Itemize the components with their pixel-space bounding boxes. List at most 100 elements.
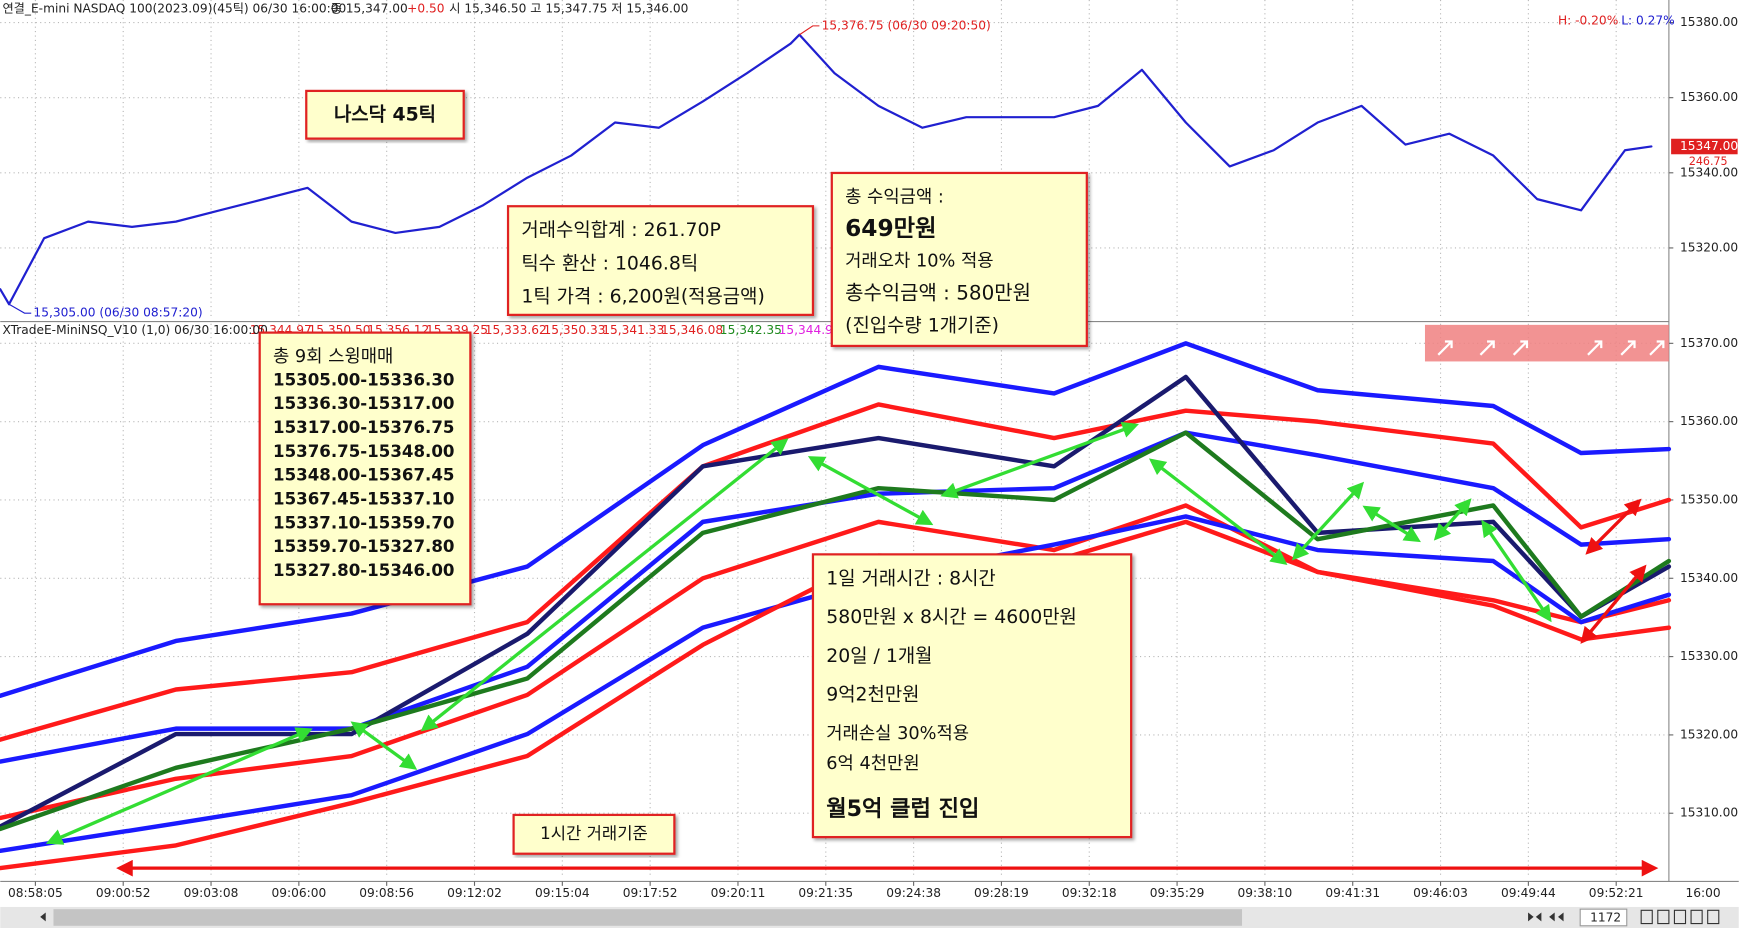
green-arrow bbox=[1291, 481, 1365, 561]
annotation-line: 1일 거래시간 : 8시간 bbox=[826, 567, 996, 589]
scroll-thumb[interactable] bbox=[53, 909, 1243, 926]
bar-count-box[interactable] bbox=[1579, 908, 1628, 927]
annotation-line: 15367.45-15337.10 bbox=[273, 490, 454, 509]
y-tick-label: 15320.00 bbox=[1680, 727, 1738, 741]
x-tick-label: 09:41:31 bbox=[1325, 886, 1380, 900]
x-tick-label: 09:32:18 bbox=[1062, 886, 1117, 900]
annotation-line: 거래손실 30%적용 bbox=[826, 723, 969, 744]
x-tick-label: 09:52:21 bbox=[1589, 886, 1644, 900]
green-arrow bbox=[1481, 519, 1552, 623]
x-tick-label: 09:28:19 bbox=[974, 886, 1029, 900]
green-arrow bbox=[1433, 498, 1472, 541]
x-tick-label: 09:03:08 bbox=[184, 886, 239, 900]
annotation-line: 거래오차 10% 적용 bbox=[845, 251, 993, 272]
y-tick-label: 15350.00 bbox=[1680, 492, 1738, 506]
y-tick-label: 15320.00 bbox=[1680, 240, 1738, 254]
annotation-line: 1시간 거래기준 bbox=[540, 824, 648, 843]
y-tick-label: 15340.00 bbox=[1680, 165, 1738, 179]
annotation-line: 15305.00-15336.30 bbox=[273, 370, 454, 389]
annotation-line: 1틱 가격 : 6,200원(적용금액) bbox=[521, 286, 764, 308]
scroll-buttons[interactable] bbox=[1528, 912, 1564, 922]
x-tick-label: 09:49:44 bbox=[1501, 886, 1556, 900]
instrument-header: 연결_E-mini NASDAQ 100(2023.09)(45틱) 06/30… bbox=[2, 1, 346, 15]
arrows bbox=[45, 421, 1659, 877]
signal-strip bbox=[1398, 324, 1669, 362]
x-tick-label: 09:20:11 bbox=[711, 886, 766, 900]
scrollbar[interactable]: 1172 bbox=[0, 906, 1739, 928]
annotation-box: 나스닥 45틱 bbox=[305, 89, 465, 140]
annotation-line: 580만원 x 8시간 = 4600만원 bbox=[826, 606, 1077, 628]
annotation-frame bbox=[811, 553, 1133, 839]
green-arrow bbox=[420, 438, 789, 732]
y-tick-label: 15360.00 bbox=[1680, 414, 1738, 428]
indicator-value: 15,350.33 bbox=[544, 323, 606, 337]
close-label: 종 15,347.00 bbox=[331, 1, 408, 15]
high-label: 15,376.75 (06/30 09:20:50) bbox=[822, 18, 991, 32]
green-arrow bbox=[350, 721, 418, 770]
annotation-box: 1일 거래시간 : 8시간 580만원 x 8시간 = 4600만원 20일 / 1… bbox=[811, 553, 1133, 839]
green-arrow bbox=[807, 456, 934, 526]
signal-arrows bbox=[1398, 340, 1665, 356]
y-tick-label: 15380.00 bbox=[1680, 15, 1738, 29]
annotation-line: (진입수량 1개기준) bbox=[845, 314, 999, 336]
annotation-line: 15359.70-15327.80 bbox=[273, 537, 454, 556]
x-tick-label: 09:21:35 bbox=[798, 886, 853, 900]
x-tick-label: 09:38:10 bbox=[1238, 886, 1293, 900]
annotation-line: 틱수 환산 : 1046.8틱 bbox=[521, 252, 698, 274]
bar-count[interactable]: 1172 bbox=[1590, 911, 1621, 925]
indicator-header: XTradeE-MiniNSQ_V10 (1,0) 06/30 16:00:00 bbox=[2, 323, 267, 337]
x-tick-label: 09:08:56 bbox=[359, 886, 414, 900]
ohl: 시 15,346.50 고 15,347.75 저 15,346.00 bbox=[449, 1, 688, 15]
green-arrow bbox=[940, 421, 1139, 499]
y-tick-label: 15340.00 bbox=[1680, 571, 1738, 585]
axis-corner-label: 16:00 bbox=[1686, 886, 1721, 900]
y-tick-label: 15330.00 bbox=[1680, 649, 1738, 663]
low-label: 15,305.00 (06/30 08:57:20) bbox=[33, 306, 202, 320]
low-pointer bbox=[8, 303, 32, 314]
annotation-frame bbox=[830, 171, 1088, 348]
last-diff: 246.75 bbox=[1689, 155, 1728, 168]
annotation-line: 15376.75-15348.00 bbox=[273, 442, 454, 461]
tool-icons[interactable] bbox=[1640, 909, 1720, 925]
annotation-line: 15317.00-15376.75 bbox=[273, 418, 454, 437]
x-tick-label: 09:46:03 bbox=[1413, 886, 1468, 900]
annotation-line: 15327.80-15346.00 bbox=[273, 561, 454, 580]
header: 연결_E-mini NASDAQ 100(2023.09)(45틱) 06/30… bbox=[2, 1, 1720, 900]
annotation-line: 20일 / 1개월 bbox=[826, 645, 932, 667]
annotation-line: 거래수익합계 : 261.70P bbox=[521, 219, 720, 241]
x-tick-label: 09:00:52 bbox=[96, 886, 151, 900]
indicator-value: 15,333.62 bbox=[485, 323, 547, 337]
x-tick-label: 09:12:02 bbox=[447, 886, 502, 900]
scroll-left[interactable] bbox=[40, 912, 46, 922]
green-arrow bbox=[45, 727, 313, 845]
annotation-line: 총 9회 스윙매매 bbox=[273, 346, 393, 367]
annotation-line: 월5억 클럽 진입 bbox=[826, 796, 979, 822]
annotation-line: 9억2천만원 bbox=[826, 684, 919, 706]
red-arrow bbox=[1580, 564, 1647, 644]
annotation-frame bbox=[512, 813, 676, 855]
h-pct: H: -0.20% bbox=[1558, 14, 1618, 28]
indicator-value: 15,344.95 bbox=[779, 323, 841, 337]
x-tick-label: 09:24:38 bbox=[886, 886, 941, 900]
annotation-box: 총 9회 스윙매매 15305.00-15336.30 15336.30-15317… bbox=[258, 331, 472, 606]
x-tick-label: 09:06:00 bbox=[271, 886, 326, 900]
change: +0.50 bbox=[407, 1, 444, 15]
annotation-line: 15337.10-15359.70 bbox=[273, 513, 454, 532]
annotation-line: 649만원 bbox=[845, 215, 936, 242]
x-tick-label: 09:17:52 bbox=[623, 886, 678, 900]
green-arrow bbox=[1362, 505, 1421, 543]
x-tick-label: 09:35:29 bbox=[1150, 886, 1205, 900]
annotation-line: 6억 4천만원 bbox=[826, 753, 919, 774]
y-tick-label: 15310.00 bbox=[1680, 806, 1738, 820]
annotation-box: 거래수익합계 : 261.70P 틱수 환산 : 1046.8틱 1틱 가격 : 6… bbox=[506, 205, 815, 316]
annotation-frame bbox=[506, 205, 815, 316]
annotation-frame bbox=[305, 89, 465, 140]
last-price: 15347.00 bbox=[1680, 139, 1738, 153]
series-line bbox=[0, 341, 1672, 698]
signal-box bbox=[1424, 324, 1669, 362]
annotation-line: 15348.00-15367.45 bbox=[273, 466, 454, 485]
annotation-frame bbox=[258, 331, 472, 606]
l-pct: L: 0.27% bbox=[1621, 14, 1675, 28]
